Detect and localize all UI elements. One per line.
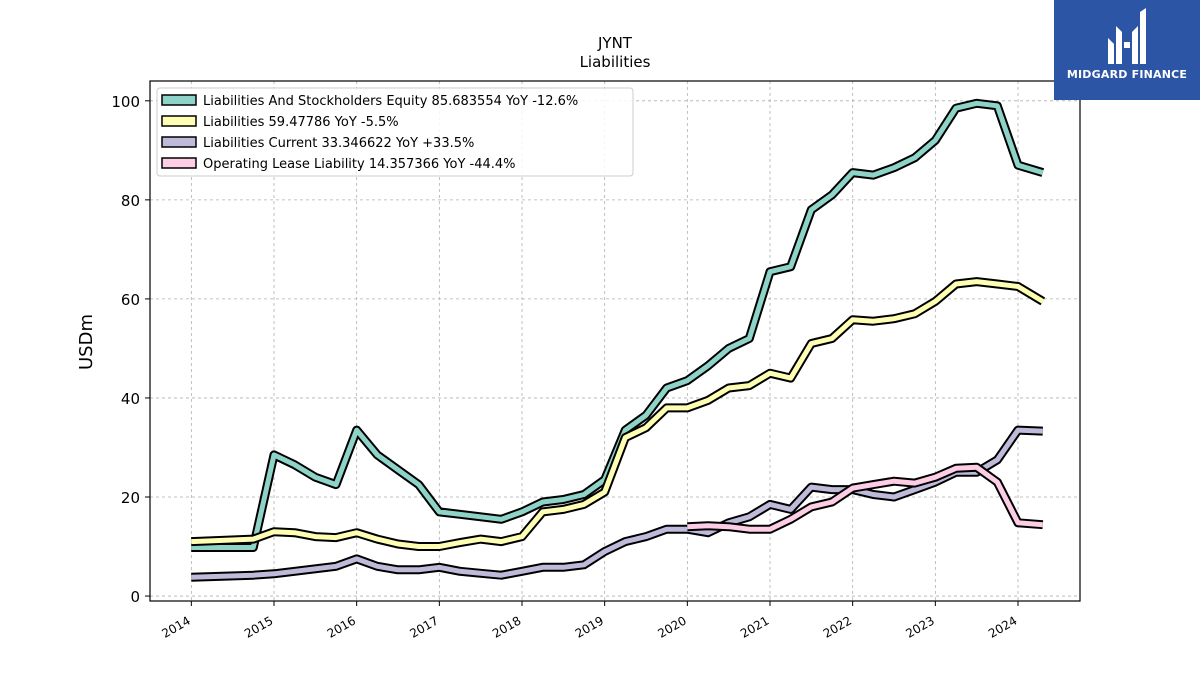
x-tick-label: 2015 — [242, 613, 275, 640]
legend-label: Operating Lease Liability 14.357366 YoY … — [203, 157, 516, 172]
x-tick-label: 2017 — [407, 613, 440, 640]
x-tick-label: 2023 — [903, 613, 936, 640]
brand-logo: MIDGARD FINANCE — [1054, 0, 1200, 100]
x-tick-label: 2024 — [986, 613, 1019, 640]
y-tick-label: 60 — [121, 291, 140, 309]
series-lines — [191, 98, 1046, 582]
chart-title: JYNT — [597, 34, 633, 52]
legend-swatch — [161, 115, 197, 127]
y-tick-label: 20 — [121, 489, 140, 507]
y-tick-label: 100 — [111, 93, 140, 111]
x-tick-label: 2019 — [573, 613, 606, 640]
series-line-1 — [191, 279, 1045, 549]
x-tick-label: 2016 — [325, 613, 358, 640]
legend-box — [156, 87, 634, 177]
y-tick-label: 0 — [130, 588, 140, 606]
y-tick-label: 40 — [121, 390, 140, 408]
legend-label: Liabilities 59.47786 YoY -5.5% — [203, 115, 399, 130]
x-tick-label: 2018 — [490, 613, 523, 640]
midgard-logo-icon — [1108, 8, 1146, 64]
y-tick-label: 80 — [121, 192, 140, 210]
legend-swatch — [161, 94, 197, 106]
legend-label: Liabilities Current 33.346622 YoY +33.5% — [203, 136, 474, 151]
legend: Liabilities And Stockholders Equity 85.6… — [156, 87, 634, 177]
legend-swatch — [161, 157, 197, 169]
x-tick-label: 2020 — [655, 613, 688, 640]
series-line-outline-1 — [191, 277, 1046, 551]
x-tick-label: 2021 — [738, 613, 771, 640]
series-line-0 — [191, 100, 1044, 550]
y-axis-label: USDm — [76, 314, 97, 370]
chart-subtitle: Liabilities — [580, 53, 651, 71]
series-line-2 — [191, 427, 1043, 580]
x-tick-label: 2022 — [821, 613, 854, 640]
x-tick-label: 2014 — [159, 613, 192, 640]
legend-swatch — [161, 136, 197, 148]
legend-label: Liabilities And Stockholders Equity 85.6… — [203, 94, 578, 109]
brand-name: MIDGARD FINANCE — [1066, 68, 1188, 81]
plot-frame — [149, 80, 1081, 602]
series-line-3 — [687, 464, 1043, 532]
